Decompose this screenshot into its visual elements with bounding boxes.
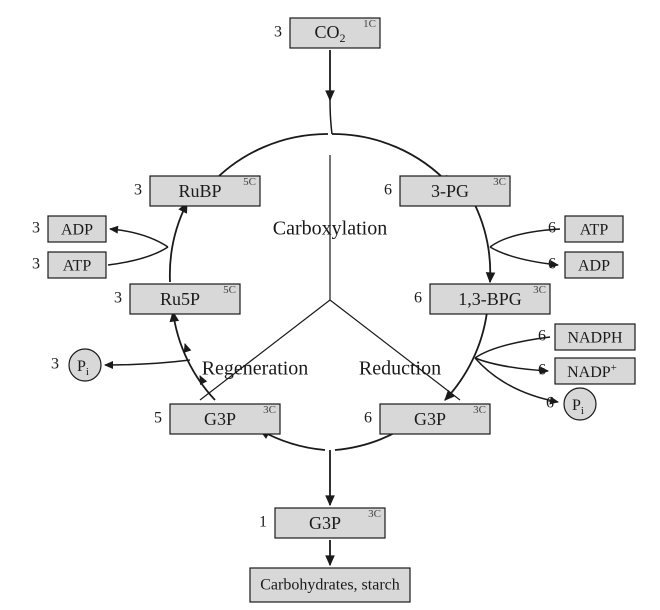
- svg-text:3: 3: [274, 24, 282, 41]
- node-g3p-right: G3P 3C 6: [364, 404, 490, 434]
- phase-reduction: Reduction: [359, 358, 441, 380]
- svg-text:6: 6: [538, 328, 546, 345]
- y-sep-right: [330, 300, 460, 400]
- side-adp-right: ADP 6: [548, 252, 623, 278]
- node-co2: CO2 1C 3: [274, 18, 380, 48]
- svg-text:1,3-BPG: 1,3-BPG: [458, 289, 522, 309]
- svg-text:RuBP: RuBP: [178, 181, 221, 201]
- node-bpg: 1,3-BPG 3C 6: [414, 284, 550, 314]
- node-rubp: RuBP 5C 3: [134, 176, 260, 206]
- svg-text:G3P: G3P: [414, 409, 446, 429]
- co2-junction: [330, 100, 332, 134]
- calvin-cycle-diagram: Carboxylation Reduction Regeneration CO2…: [0, 0, 660, 610]
- svg-text:3: 3: [51, 356, 59, 373]
- node-3pg: 3-PG 3C 6: [384, 176, 510, 206]
- node-carbohydrates: Carbohydrates, starch: [250, 568, 410, 602]
- svg-text:Ru5P: Ru5P: [160, 289, 200, 309]
- arc-g3pl-ru5p: [173, 312, 215, 400]
- svg-text:1: 1: [259, 514, 267, 531]
- svg-text:G3P: G3P: [204, 409, 236, 429]
- svg-text:6: 6: [364, 410, 372, 427]
- svg-text:5C: 5C: [243, 176, 256, 188]
- svg-text:6: 6: [414, 290, 422, 307]
- svg-text:6: 6: [546, 395, 554, 412]
- svg-text:3C: 3C: [368, 508, 381, 520]
- svg-text:ADP: ADP: [61, 222, 93, 239]
- svg-text:3C: 3C: [533, 284, 546, 296]
- svg-text:3: 3: [134, 182, 142, 199]
- svg-text:3C: 3C: [473, 404, 486, 416]
- phase-regeneration: Regeneration: [202, 358, 309, 380]
- svg-text:5: 5: [154, 410, 162, 427]
- side-atp-left: ATP 3: [32, 252, 106, 278]
- svg-text:3-PG: 3-PG: [431, 181, 469, 201]
- side-nadph: NADPH 6: [538, 324, 635, 350]
- svg-text:G3P: G3P: [309, 513, 341, 533]
- svg-text:3: 3: [114, 290, 122, 307]
- node-ru5p: Ru5P 5C 3: [114, 284, 240, 314]
- node-g3p-left: G3P 3C 5: [154, 404, 280, 434]
- svg-text:Carbohydrates, starch: Carbohydrates, starch: [260, 577, 400, 594]
- side-pi-left: Pi 3: [51, 349, 101, 381]
- svg-text:NADP+: NADP+: [567, 362, 617, 381]
- branch-atp-in-l: [108, 247, 168, 265]
- svg-text:6: 6: [384, 182, 392, 199]
- svg-text:ATP: ATP: [63, 258, 92, 275]
- arc-3pg-bpg: [475, 205, 490, 282]
- svg-text:ADP: ADP: [578, 258, 610, 275]
- arc-bpg-g3p: [445, 312, 487, 400]
- side-adp-left: ADP 3: [32, 216, 106, 242]
- phase-carboxylation: Carboxylation: [273, 218, 387, 240]
- svg-text:NADPH: NADPH: [567, 330, 623, 347]
- arc-ru5p-rubp: [170, 203, 187, 282]
- svg-text:1C: 1C: [363, 18, 376, 30]
- svg-text:6: 6: [548, 220, 556, 237]
- svg-text:ATP: ATP: [580, 222, 609, 239]
- y-sep-left: [200, 300, 330, 400]
- svg-text:3C: 3C: [263, 404, 276, 416]
- svg-text:3C: 3C: [493, 176, 506, 188]
- svg-text:3: 3: [32, 220, 40, 237]
- svg-text:3: 3: [32, 256, 40, 273]
- svg-text:5C: 5C: [223, 284, 236, 296]
- node-g3p-out: G3P 3C 1: [259, 508, 385, 538]
- branch-adp-out-l: [110, 229, 168, 247]
- branch-pi-out-l: [105, 360, 190, 365]
- side-pi-right: Pi 6: [546, 388, 596, 420]
- side-nadp: NADP+ 6: [538, 358, 635, 384]
